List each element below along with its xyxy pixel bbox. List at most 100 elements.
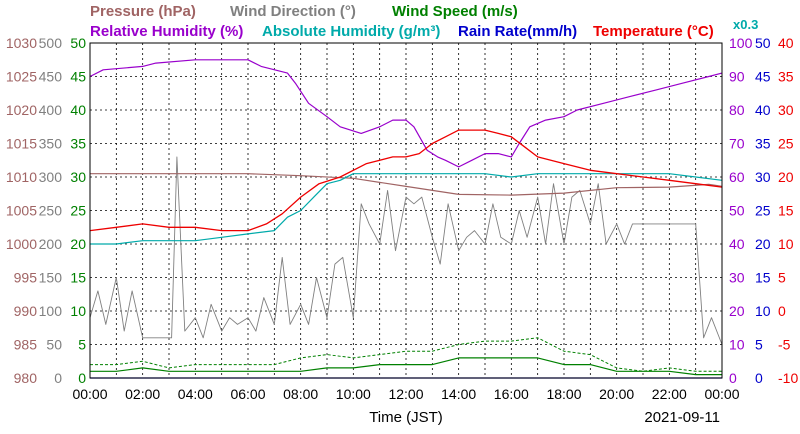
x-tick-label: 10:00 xyxy=(336,386,371,402)
x-tick-label: 22:00 xyxy=(652,386,687,402)
y-tick-label: 150 xyxy=(39,270,63,286)
legend-wind-direction: Wind Direction (°) xyxy=(230,3,356,20)
plot-frame xyxy=(89,42,723,379)
y-tick-label-right: 40 xyxy=(729,236,745,252)
x-tick-label: 08:00 xyxy=(283,386,318,402)
y-tick-label-right: 15 xyxy=(778,203,794,219)
series-wind-direction xyxy=(89,156,723,345)
y-tick-label: 980 xyxy=(14,370,38,386)
legend-temperature: Temperature (°C) xyxy=(593,23,714,40)
y-tick-label-right: 5 xyxy=(755,337,763,353)
legend-rain-rate: Rain Rate(mm/h) xyxy=(458,23,577,40)
x-tick-label: 14:00 xyxy=(441,386,476,402)
chart-date: 2021-09-11 xyxy=(644,409,720,426)
series-absolute-humidity-x0-3 xyxy=(90,173,723,245)
y-tick-label: 200 xyxy=(39,236,63,252)
y-tick-label: 100 xyxy=(39,303,63,319)
y-tick-label-right: 25 xyxy=(778,136,794,152)
y-tick-label-right: 35 xyxy=(778,69,794,85)
y-tick-label-right: 30 xyxy=(729,270,745,286)
y-tick-label-right: 50 xyxy=(755,35,771,51)
y-tick-label: 1030 xyxy=(6,35,37,51)
x-tick-label: 00:00 xyxy=(704,386,739,402)
series-wind-speed-gust-m-s xyxy=(90,337,722,372)
y-tick-label-right: 10 xyxy=(755,303,771,319)
legend-relative-humidity: Relative Humidity (%) xyxy=(90,23,243,40)
y-tick-label: 0 xyxy=(78,370,86,386)
y-tick-label-right: 40 xyxy=(778,35,794,51)
legend-wind-speed: Wind Speed (m/s) xyxy=(392,3,518,20)
y-tick-label: 20 xyxy=(70,236,86,252)
y-tick-label: 50 xyxy=(70,35,86,51)
y-tick-label-right: 60 xyxy=(729,169,745,185)
y-tick-label-right: 35 xyxy=(755,136,771,152)
y-tick-label: 45 xyxy=(70,69,86,85)
y-tick-label: 995 xyxy=(14,270,38,286)
y-tick-label: 300 xyxy=(39,169,63,185)
y-tick-label-right: 100 xyxy=(729,35,753,51)
x-tick-label: 18:00 xyxy=(546,386,581,402)
y-tick-label-right: 45 xyxy=(755,69,771,85)
y-tick-label: 250 xyxy=(39,203,63,219)
y-tick-label-right: 30 xyxy=(778,102,794,118)
y-tick-label-right: 20 xyxy=(729,303,745,319)
y-tick-label: 35 xyxy=(70,136,86,152)
y-tick-label: 400 xyxy=(39,102,63,118)
y-tick-label: 500 xyxy=(39,35,63,51)
y-tick-label: 25 xyxy=(70,203,86,219)
y-tick-label-right: 15 xyxy=(755,270,771,286)
y-tick-label: 1020 xyxy=(6,102,37,118)
y-tick-label-right: 10 xyxy=(729,337,745,353)
y-tick-label: 990 xyxy=(14,303,38,319)
y-tick-label: 450 xyxy=(39,69,63,85)
series-pressure-hpa xyxy=(90,173,723,196)
y-tick-label: 50 xyxy=(46,337,62,353)
y-tick-label: 5 xyxy=(78,337,86,353)
y-tick-label-right: 30 xyxy=(755,169,771,185)
y-tick-label: 40 xyxy=(70,102,86,118)
series-temperature-c xyxy=(89,129,723,232)
y-tick-label-right: 0 xyxy=(755,370,763,386)
y-tick-label: 1000 xyxy=(6,236,37,252)
legend-absolute-humidity: Absolute Humidity (g/m³) xyxy=(262,23,440,40)
y-tick-label: 10 xyxy=(70,303,86,319)
y-tick-label-right: 0 xyxy=(729,370,737,386)
x-tick-label: 16:00 xyxy=(494,386,529,402)
y-tick-label-right: 70 xyxy=(729,136,745,152)
x-tick-label: 12:00 xyxy=(388,386,423,402)
y-tick-label-right: 20 xyxy=(778,169,794,185)
y-tick-label: 0 xyxy=(54,370,62,386)
y-tick-label-right: 50 xyxy=(729,203,745,219)
legend-pressure: Pressure (hPa) xyxy=(90,3,196,20)
x-tick-label: 00:00 xyxy=(72,386,107,402)
x-tick-label: 06:00 xyxy=(230,386,265,402)
grid-lines xyxy=(90,43,722,378)
series-lines xyxy=(89,59,723,379)
y-tick-label-right: -10 xyxy=(778,370,798,386)
axis-tick-labels: 1030102510201015101010051000995990985980… xyxy=(6,35,799,402)
x-tick-label: 02:00 xyxy=(125,386,160,402)
y-tick-label-right: 10 xyxy=(778,236,794,252)
y-tick-label-right: 0 xyxy=(778,303,786,319)
y-tick-label-right: 20 xyxy=(755,236,771,252)
y-tick-label-right: 5 xyxy=(778,270,786,286)
x-tick-label: 20:00 xyxy=(599,386,634,402)
y-tick-label: 350 xyxy=(39,136,63,152)
x-axis-label: Time (JST) xyxy=(369,409,443,426)
y-tick-label-right: 40 xyxy=(755,102,771,118)
y-tick-label-right: 25 xyxy=(755,203,771,219)
y-tick-label-right: 90 xyxy=(729,69,745,85)
y-tick-label: 30 xyxy=(70,169,86,185)
y-tick-label: 985 xyxy=(14,337,38,353)
y-tick-label-right: -5 xyxy=(778,337,791,353)
x-tick-label: 04:00 xyxy=(178,386,213,402)
y-tick-label: 1015 xyxy=(6,136,37,152)
series-relative-humidity xyxy=(89,59,723,168)
y-tick-label: 15 xyxy=(70,270,86,286)
y-tick-label: 1010 xyxy=(6,169,37,185)
y-tick-label: 1005 xyxy=(6,203,37,219)
y-tick-label: 1025 xyxy=(6,69,37,85)
series-wind-speed-m-s xyxy=(90,357,722,376)
abs-humidity-scale-note: x0.3 xyxy=(733,17,758,32)
